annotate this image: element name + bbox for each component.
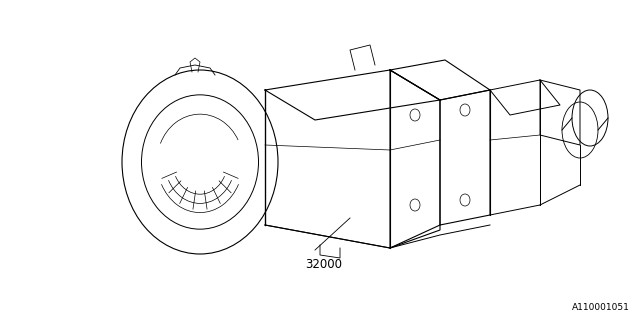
Text: 32000: 32000 xyxy=(305,258,342,271)
Text: A110001051: A110001051 xyxy=(572,303,630,312)
